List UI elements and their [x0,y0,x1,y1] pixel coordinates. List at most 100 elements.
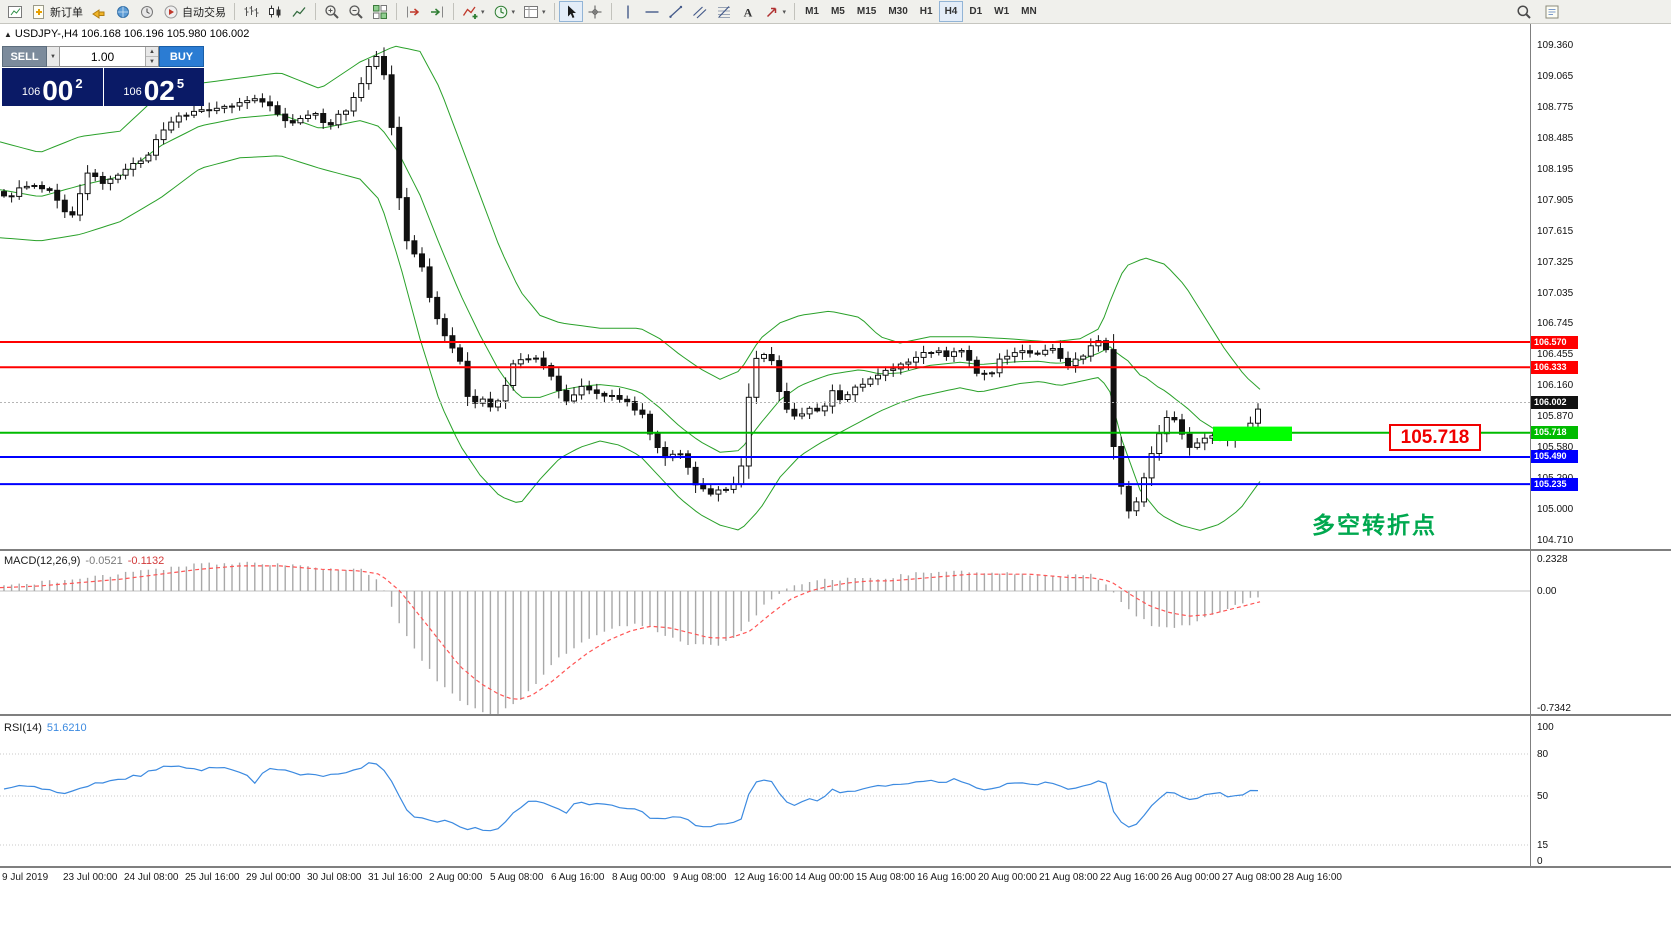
bid-price-panel[interactable]: 106 00 2 [2,68,103,106]
timeframe-m5-button[interactable]: M5 [825,1,851,22]
price-tag-106333: 106.333 [1531,360,1578,374]
ask-price-int: 106 [123,86,142,98]
timeframe-h4-label: H4 [944,6,958,17]
time-axis-label: 14 Aug 00:00 [795,872,854,883]
macd-panel[interactable] [0,551,1530,714]
toolbar-separator [610,3,612,20]
timeframe-mn-button[interactable]: MN [1015,1,1043,22]
line-chart-button[interactable] [287,1,311,22]
auto-scroll-button[interactable] [425,1,449,22]
vertical-line-icon [620,4,636,20]
turning-point-annotation[interactable]: 多空转折点 [1312,513,1437,539]
autotrading-button[interactable]: 自动交易 [159,1,230,22]
crosshair-button[interactable] [583,1,607,22]
periods-button[interactable]: ▾ [489,1,520,22]
rsi-axis-label: 0 [1537,856,1543,867]
zoom-out-button[interactable] [344,1,368,22]
bar-chart-icon [243,4,259,20]
timeframe-h4-button[interactable]: H4 [938,1,964,22]
time-axis-label: 26 Aug 00:00 [1161,872,1220,883]
panel-separator[interactable] [0,549,1671,551]
buy-button[interactable]: BUY [159,46,204,67]
timeframe-m1-button[interactable]: M1 [799,1,825,22]
trendline-button[interactable] [664,1,688,22]
time-axis-label: 21 Aug 08:00 [1039,872,1098,883]
price-axis-border [1530,24,1531,868]
volume-preset-dropdown[interactable]: ▼ [47,46,60,67]
horizontal-line-button[interactable] [640,1,664,22]
timeframe-m30-button[interactable]: M30 [882,1,913,22]
bid-price-pips: 00 [42,75,74,107]
rsi-panel[interactable] [0,716,1530,866]
timeframe-m5-label: M5 [830,6,845,17]
fibonacci-icon [716,4,732,20]
rsi-name: RSI(14) [4,722,42,734]
new-chart-button[interactable] [3,1,27,22]
volume-input[interactable] [60,47,145,66]
new-order-label: 新订单 [50,6,83,19]
panel-separator[interactable] [0,866,1671,868]
rsi-axis-label: 15 [1537,840,1549,851]
timeframe-h1-button[interactable]: H1 [914,1,939,22]
timeframe-m30-label: M30 [888,6,908,17]
arrow-tools-button[interactable]: ▾ [760,1,791,22]
search-icon [1516,4,1532,20]
volume-down-button[interactable]: ▼ [146,57,158,66]
volume-control: ▲ ▼ [60,46,159,67]
cursor-button[interactable] [558,1,583,22]
price-axis-label: 108.195 [1537,163,1574,175]
navigator-button[interactable] [111,1,135,22]
price-axis-label: 105.580 [1537,442,1574,454]
equidistant-channel-button[interactable] [688,1,712,22]
chart-shift-button[interactable] [401,1,425,22]
price-tag-105490: 105.490 [1531,450,1578,464]
new-order-button[interactable]: 新订单 [27,1,87,22]
sell-button[interactable]: SELL [2,46,47,67]
vertical-line-button[interactable] [616,1,640,22]
text-button[interactable]: A [736,1,760,22]
bid-price-point: 2 [75,76,83,91]
horizontal-line-icon [644,4,660,20]
price-axis-label: 106.745 [1537,318,1574,330]
zoom-in-button[interactable] [320,1,344,22]
metaeditor-button[interactable] [87,1,111,22]
dropdown-caret-icon: ▾ [511,8,516,16]
time-axis-label: 22 Aug 16:00 [1100,872,1159,883]
timeframe-m15-button[interactable]: M15 [851,1,882,22]
macd-name: MACD(12,26,9) [4,555,81,567]
timeframe-w1-button[interactable]: W1 [988,1,1015,22]
usdjpy-h4-chart-window: ▲ USDJPY-,H4 106.168 106.196 105.980 106.… [0,24,1671,948]
time-axis-label: 23 Jul 00:00 [63,872,118,883]
toolbar: 新订单 自动交易 ▾ ▾ ▾ A ▾ M1 M5 M15 M30 H1 H4 D1 W1 MN [0,0,1671,24]
main-price-chart[interactable] [0,24,1530,549]
data-window-button[interactable] [1540,1,1564,22]
arrow-tools-icon [764,4,780,20]
strategy-tester-icon [139,4,155,20]
new-order-icon [31,4,47,20]
collapse-panel-icon[interactable]: ▲ [4,30,12,39]
price-axis-label: 107.615 [1537,225,1574,237]
search-button[interactable] [1512,1,1536,22]
autotrading-label: 自动交易 [182,6,226,19]
templates-button[interactable]: ▾ [519,1,550,22]
timeframe-d1-button[interactable]: D1 [963,1,988,22]
ask-price-panel[interactable]: 106 02 5 [103,68,204,106]
panel-separator[interactable] [0,714,1671,716]
periods-icon [493,4,509,20]
bar-chart-button[interactable] [239,1,263,22]
indicators-button[interactable]: ▾ [458,1,489,22]
auto-scroll-icon [429,4,445,20]
volume-up-button[interactable]: ▲ [146,47,158,57]
strategy-tester-button[interactable] [135,1,159,22]
time-axis-label: 29 Jul 00:00 [246,872,301,883]
fibonacci-button[interactable] [712,1,736,22]
tile-windows-button[interactable] [368,1,392,22]
price-axis-label: 107.035 [1537,287,1574,299]
candlestick-chart-button[interactable] [263,1,287,22]
autotrading-icon [163,4,179,20]
rsi-axis-label: 100 [1537,722,1554,733]
price-axis-label: 106.160 [1537,380,1574,392]
ask-price-point: 5 [176,76,185,91]
price-callout-box[interactable]: 105.718 [1389,424,1481,451]
price-tag-105718: 105.718 [1531,426,1578,440]
